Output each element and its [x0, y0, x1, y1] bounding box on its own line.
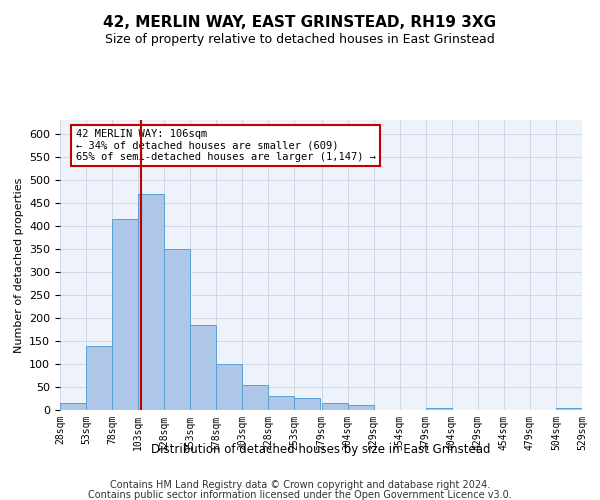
Bar [138, 194, 164, 410]
Bar [164, 249, 190, 410]
Bar [347, 406, 374, 410]
Bar [556, 408, 582, 410]
Bar [216, 364, 242, 410]
Text: Distribution of detached houses by size in East Grinstead: Distribution of detached houses by size … [151, 442, 491, 456]
Bar [86, 346, 112, 410]
Bar [268, 396, 295, 410]
Bar [190, 325, 216, 410]
Text: 42 MERLIN WAY: 106sqm
← 34% of detached houses are smaller (609)
65% of semi-det: 42 MERLIN WAY: 106sqm ← 34% of detached … [76, 128, 376, 162]
Bar [60, 403, 86, 410]
Text: Size of property relative to detached houses in East Grinstead: Size of property relative to detached ho… [105, 32, 495, 46]
Bar [295, 398, 320, 410]
Y-axis label: Number of detached properties: Number of detached properties [14, 178, 23, 352]
Bar [322, 403, 347, 410]
Bar [426, 408, 452, 410]
Text: 42, MERLIN WAY, EAST GRINSTEAD, RH19 3XG: 42, MERLIN WAY, EAST GRINSTEAD, RH19 3XG [103, 15, 497, 30]
Text: Contains HM Land Registry data © Crown copyright and database right 2024.: Contains HM Land Registry data © Crown c… [110, 480, 490, 490]
Bar [112, 219, 138, 410]
Text: Contains public sector information licensed under the Open Government Licence v3: Contains public sector information licen… [88, 490, 512, 500]
Bar [242, 384, 268, 410]
